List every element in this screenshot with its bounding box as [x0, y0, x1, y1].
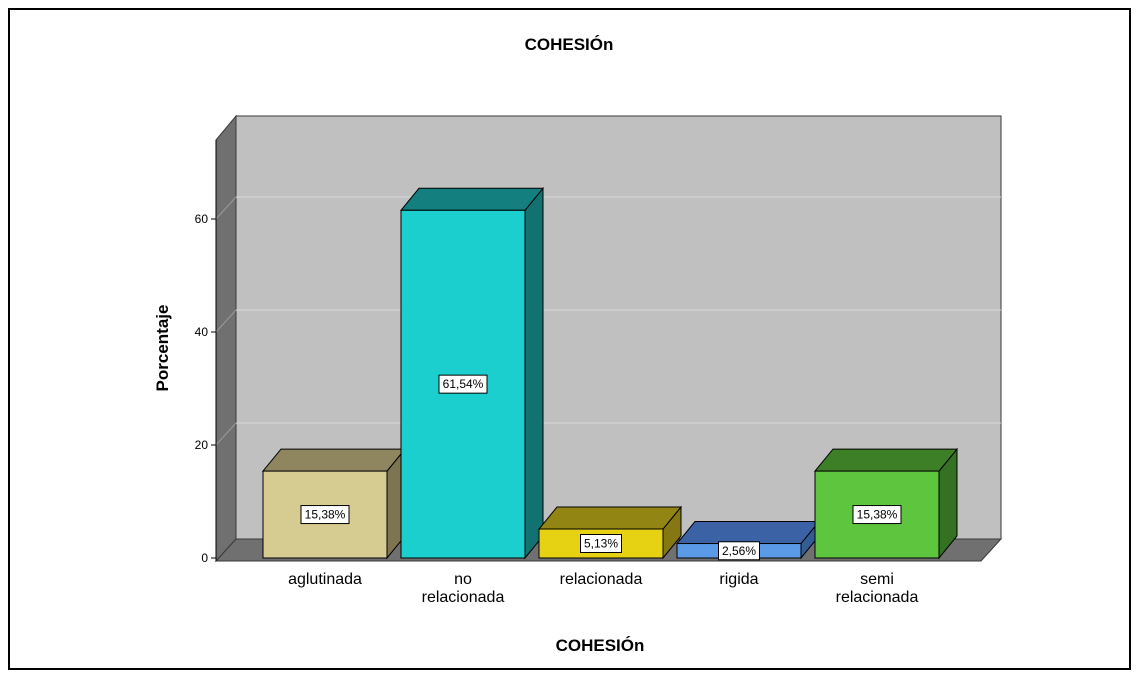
- data-label-box: [438, 374, 488, 394]
- bar-top: [675, 521, 821, 545]
- data-label-text: 15,38%: [305, 508, 346, 522]
- x-category-label: aglutinada: [288, 571, 362, 588]
- data-label-box: [580, 534, 622, 554]
- y-tick-label: 0: [201, 551, 208, 565]
- bar: [399, 186, 545, 560]
- x-category-label: semi relacionada: [836, 571, 919, 606]
- x-category-label: no relacionada: [422, 571, 505, 606]
- bar-top: [537, 506, 683, 530]
- y-tick-label: 40: [195, 325, 209, 339]
- bar: [261, 447, 407, 560]
- bar: [813, 447, 959, 560]
- gridline: [215, 309, 237, 333]
- x-axis-title: COHESIÓn: [556, 636, 645, 655]
- data-label-text: 5,13%: [584, 537, 618, 551]
- gridlines: [215, 196, 1001, 446]
- y-axis-ticks: 0 20 40 60: [195, 212, 216, 565]
- data-label: 2,56%: [718, 541, 760, 561]
- bar-top: [399, 187, 545, 211]
- x-axis-categories: aglutinada no relacionada relacionada rigida…: [288, 571, 918, 606]
- data-label: 5,13%: [580, 534, 622, 554]
- x-category-label: rigida: [719, 571, 758, 588]
- x-category-label: relacionada: [560, 571, 643, 588]
- chart-title: COHESIÓn: [525, 35, 614, 54]
- data-label-box: [300, 505, 350, 525]
- y-axis-title: Porcentaje: [153, 305, 172, 392]
- y-tick-label: 20: [195, 438, 209, 452]
- bar-top: [261, 448, 407, 472]
- data-label-box: [852, 505, 902, 525]
- bar-side: [524, 186, 544, 560]
- data-label-text: 61,54%: [443, 377, 484, 391]
- bars: [261, 186, 959, 560]
- data-label: 61,54%: [438, 374, 488, 394]
- data-label-text: 2,56%: [722, 544, 756, 558]
- data-label-text: 15,38%: [857, 508, 898, 522]
- data-label: 15,38%: [852, 505, 902, 525]
- gridline: [215, 422, 237, 446]
- data-label: 15,38%: [300, 505, 350, 525]
- data-labels: 15,38% 61,54% 5,13% 2,56% 15,38%: [300, 374, 902, 561]
- gridline: [215, 196, 237, 220]
- y-tick-label: 60: [195, 212, 209, 226]
- data-label-box: [718, 541, 760, 561]
- bar: [537, 505, 683, 560]
- plot-left-wall: [215, 114, 237, 563]
- bar-top: [813, 448, 959, 472]
